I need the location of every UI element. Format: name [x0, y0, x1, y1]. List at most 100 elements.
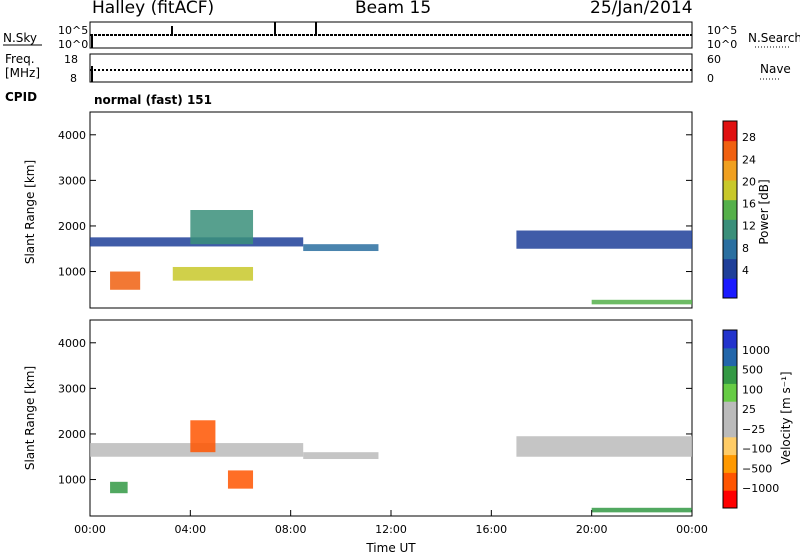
velocity-colorbar-swatch [723, 347, 737, 367]
echo-band-6 [591, 299, 692, 305]
x-tick-label: 20:00 [576, 523, 608, 536]
power-colorbar-label: Power [dB] [757, 179, 771, 244]
velocity-colorbar-ticks: 1000 500 100 25 −25 −100 −500 −1000 [742, 344, 779, 495]
velocity-colorbar-swatch [723, 490, 737, 509]
echo-band-3 [516, 230, 692, 249]
velocity-colorbar [722, 329, 738, 509]
power-colorbar-tick: 24 [742, 153, 756, 166]
echo-band-3 [516, 436, 692, 457]
power-colorbar-ticks: 28 24 20 16 12 8 4 [742, 131, 756, 277]
freq-right-tick-bottom: 0 [707, 72, 714, 85]
power-colorbar-swatch [723, 239, 737, 260]
velocity-colorbar-swatch [723, 365, 737, 384]
power-plot-frame [89, 111, 693, 309]
station-title: Halley (fitACF) [92, 0, 215, 18]
power-colorbar-swatch [723, 140, 737, 161]
echo-band-1 [190, 210, 254, 245]
power-colorbar-tick: 20 [742, 175, 756, 188]
power-colorbar-swatch [723, 278, 737, 299]
y-tick-label: 4000 [58, 337, 86, 350]
velocity-ylabel: Slant Range [km] [23, 366, 37, 470]
x-tick-label: 00:00 [676, 523, 708, 536]
power-colorbar-swatch [723, 180, 737, 201]
velocity-colorbar-swatch [723, 383, 737, 402]
power-panel: 4000 3000 2000 1000 Slant Range [km] 28 24 20… [23, 111, 771, 309]
cpid-panel: CPID normal (fast) 151 [5, 90, 212, 107]
velocity-colorbar-tick: 100 [742, 383, 763, 396]
power-bands [90, 210, 692, 305]
power-colorbar-swatch [723, 258, 737, 279]
freq-right-tick-top: 60 [707, 53, 721, 66]
y-tick-label: 4000 [58, 129, 86, 142]
power-colorbar-frame [722, 120, 738, 299]
echo-band-5 [172, 266, 254, 281]
y-tick-label: 1000 [58, 474, 86, 487]
echo-band-2 [303, 244, 379, 252]
velocity-colorbar-tick: 25 [742, 403, 756, 416]
velocity-colorbar-tick: −500 [742, 462, 772, 475]
freq-left-label-1: Freq. [5, 52, 35, 66]
y-tick-label: 2000 [58, 220, 86, 233]
y-tick-label: 1000 [58, 266, 86, 279]
nsky-right-tick-bottom: 10^0 [707, 38, 737, 51]
velocity-bands [90, 420, 692, 513]
nave-label: Nave [760, 62, 791, 76]
velocity-colorbar-swatch [723, 472, 737, 491]
freq-left-label-2: [MHz] [5, 66, 40, 80]
echo-band-4 [227, 470, 254, 489]
echo-band-4 [110, 271, 141, 290]
power-colorbar-tick: 4 [742, 264, 749, 277]
x-tick-label: 16:00 [475, 523, 507, 536]
power-colorbar-swatch [723, 199, 737, 220]
power-colorbar-tick: 8 [742, 242, 749, 255]
velocity-x-ticks: 00:00 04:00 08:00 12:00 16:00 20:00 00:00 [74, 510, 708, 536]
date-title: 25/Jan/2014 [590, 0, 693, 18]
velocity-colorbar-tick: −1000 [742, 482, 779, 495]
power-colorbar-tick: 16 [742, 198, 756, 211]
power-colorbar-swatch [723, 219, 737, 240]
freq-panel: 18 8 60 0 Freq. [MHz] Nave [5, 52, 791, 85]
nsky-right-tick-top: 10^5 [707, 24, 737, 37]
velocity-colorbar-label: Velocity [m s⁻¹] [779, 371, 793, 464]
velocity-colorbar-frame [722, 329, 738, 509]
y-tick-label: 2000 [58, 428, 86, 441]
nsky-left-tick-bottom: 10^0 [58, 38, 88, 51]
velocity-plot-frame [89, 319, 693, 517]
nsky-left-label: N.Sky [3, 31, 37, 45]
cpid-label: CPID [5, 90, 37, 104]
y-tick-label: 3000 [58, 382, 86, 395]
freq-left-tick-bottom: 8 [70, 72, 77, 85]
velocity-xlabel: Time UT [365, 541, 416, 554]
velocity-colorbar-swatch [723, 401, 737, 420]
x-tick-label: 12:00 [375, 523, 407, 536]
velocity-colorbar-swatch [723, 330, 737, 349]
nsky-right-label: N.Search [748, 31, 800, 45]
freq-left-tick-top: 18 [64, 53, 78, 66]
power-colorbar [722, 120, 738, 299]
power-y-ticks: 4000 3000 2000 1000 [58, 129, 692, 279]
velocity-colorbar-tick: −100 [742, 443, 772, 456]
nsky-panel: 10^5 10^0 10^5 10^0 N.Sky N.Search [3, 21, 800, 51]
x-tick-label: 00:00 [74, 523, 106, 536]
echo-band-5 [110, 481, 128, 494]
power-colorbar-swatch [723, 121, 737, 142]
power-colorbar-tick: 28 [742, 131, 756, 144]
velocity-colorbar-swatch [723, 436, 737, 456]
echo-band-1 [190, 420, 216, 453]
velocity-panel: 4000 3000 2000 1000 00:00 04:00 08:00 12:00 16:… [23, 319, 793, 554]
power-ylabel: Slant Range [km] [23, 160, 37, 264]
x-tick-label: 08:00 [275, 523, 307, 536]
echo-band-2 [303, 452, 379, 460]
velocity-colorbar-tick: 1000 [742, 344, 770, 357]
power-colorbar-swatch [723, 160, 737, 181]
nsky-left-tick-top: 10^5 [58, 24, 88, 37]
velocity-colorbar-swatch [723, 419, 737, 438]
x-tick-label: 04:00 [174, 523, 206, 536]
velocity-y-ticks: 4000 3000 2000 1000 [58, 337, 692, 487]
velocity-colorbar-swatch [723, 454, 737, 473]
echo-band-6 [591, 507, 692, 513]
cpid-value: normal (fast) 151 [94, 93, 212, 107]
y-tick-label: 3000 [58, 174, 86, 187]
beam-title: Beam 15 [355, 0, 432, 18]
